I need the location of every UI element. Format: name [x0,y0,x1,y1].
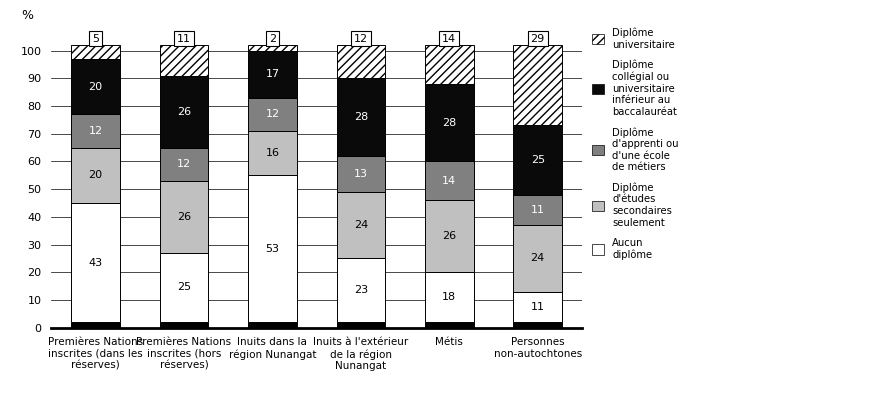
Bar [71,45,120,59]
Text: 26: 26 [442,231,456,241]
Bar [514,126,562,194]
Bar [336,156,385,192]
Text: 12: 12 [89,126,103,136]
Bar [248,322,296,328]
Text: 20: 20 [89,170,103,180]
Bar [248,131,296,175]
Legend: Diplôme
universitaire, Diplôme
collégial ou
universitaire
inférieur au
baccalaur: Diplôme universitaire, Diplôme collégial… [593,27,679,260]
Text: 24: 24 [531,253,545,263]
Text: 28: 28 [354,112,368,122]
Bar [160,147,209,181]
Text: 24: 24 [354,220,368,230]
Bar [71,114,120,147]
Text: 28: 28 [442,118,456,128]
Bar [425,45,474,84]
Text: 53: 53 [265,244,280,254]
Text: 13: 13 [354,169,368,179]
Text: 14: 14 [442,34,456,44]
Bar [248,175,296,322]
Text: 25: 25 [177,282,191,292]
Bar [336,322,385,328]
Text: 20: 20 [89,81,103,92]
Bar [514,291,562,322]
Bar [425,322,474,328]
Bar [336,192,385,258]
Bar [425,200,474,272]
Bar [160,181,209,253]
Text: 43: 43 [89,257,103,268]
Text: 5: 5 [92,34,99,44]
Text: 26: 26 [177,212,191,222]
Bar [425,161,474,200]
Text: 11: 11 [531,205,545,215]
Text: 12: 12 [177,159,191,169]
Bar [71,59,120,114]
Bar [71,322,120,328]
Bar [248,98,296,131]
Bar [160,322,209,328]
Text: 2: 2 [269,34,276,44]
Y-axis label: %: % [22,10,33,23]
Text: 11: 11 [177,34,191,44]
Bar [336,45,385,78]
Bar [514,194,562,225]
Bar [425,272,474,322]
Bar [425,84,474,161]
Text: 16: 16 [265,148,280,158]
Bar [160,76,209,147]
Text: 12: 12 [354,34,368,44]
Bar [71,147,120,203]
Text: 17: 17 [265,69,280,79]
Text: 18: 18 [442,292,456,302]
Text: 26: 26 [177,107,191,117]
Bar [514,322,562,328]
Bar [248,45,296,51]
Bar [514,45,562,126]
Bar [160,253,209,322]
Text: 12: 12 [265,109,280,119]
Bar [336,78,385,156]
Text: 23: 23 [354,285,368,295]
Text: 25: 25 [531,155,545,165]
Text: 14: 14 [442,176,456,186]
Bar [336,258,385,322]
Bar [71,203,120,322]
Text: 11: 11 [531,302,545,312]
Text: 29: 29 [531,34,545,44]
Bar [248,51,296,98]
Bar [160,45,209,76]
Bar [514,225,562,291]
